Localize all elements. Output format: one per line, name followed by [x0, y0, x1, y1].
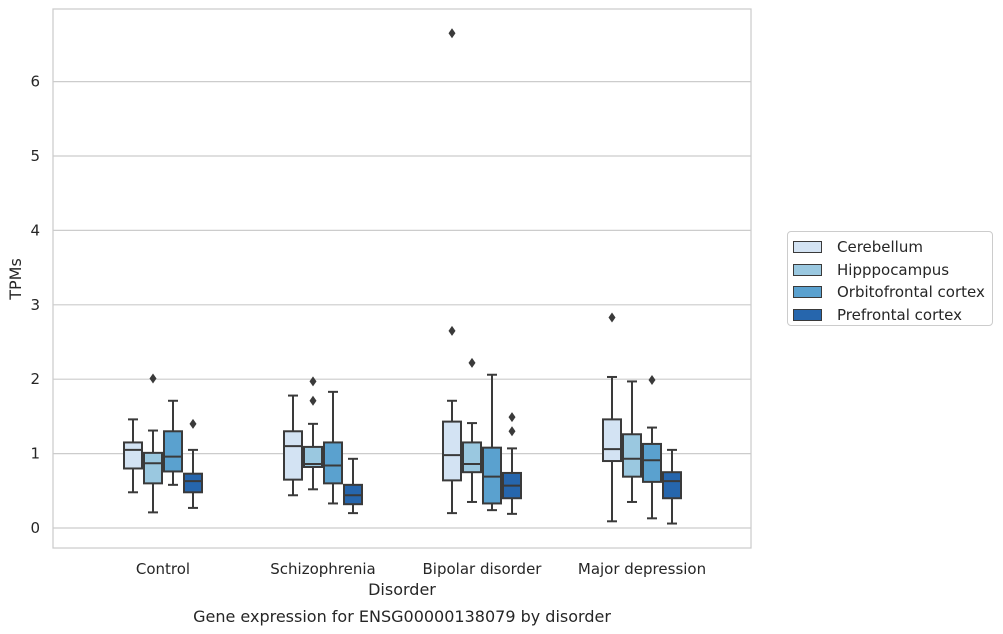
box-orbitofrontal-cortex — [642, 374, 662, 520]
outlier-point — [608, 312, 616, 323]
box-prefrontal-cortex — [502, 412, 522, 515]
x-axis-title: Disorder — [368, 580, 436, 599]
outlier-point — [448, 28, 456, 39]
y-axis-title: TPMs — [6, 258, 25, 301]
box-hipppocampus — [622, 380, 642, 503]
legend-item-cerebellum: Cerebellum — [793, 236, 992, 259]
box-iqr — [602, 418, 622, 463]
box-cerebellum — [283, 394, 303, 497]
box-iqr — [462, 441, 482, 474]
y-tick-label: 1 — [30, 445, 40, 463]
outlier-point — [648, 374, 656, 385]
box-hipppocampus — [143, 373, 163, 514]
box-iqr — [642, 442, 662, 483]
outlier-point — [468, 357, 476, 368]
box-iqr — [323, 441, 343, 485]
box-orbitofrontal-cortex — [163, 399, 183, 486]
y-tick-label: 5 — [30, 147, 40, 165]
box-iqr — [183, 472, 203, 494]
outlier-point — [508, 426, 516, 437]
legend-label: Cerebellum — [837, 238, 923, 257]
box-hipppocampus — [303, 376, 323, 491]
box-prefrontal-cortex — [343, 457, 363, 515]
legend-swatch — [793, 241, 822, 254]
outlier-point — [309, 395, 317, 406]
box-iqr — [662, 471, 682, 500]
y-tick-label: 6 — [30, 73, 40, 91]
legend-label: Prefrontal cortex — [837, 305, 962, 324]
x-tick-label: Major depression — [578, 560, 706, 578]
legend-swatch — [793, 286, 822, 299]
box-prefrontal-cortex — [662, 448, 682, 525]
outlier-point — [189, 418, 197, 429]
box-iqr — [283, 430, 303, 481]
legend-item-hippocampus: Hipppocampus — [793, 259, 992, 282]
box-iqr — [482, 446, 502, 505]
y-tick-label: 2 — [30, 370, 40, 388]
box-iqr — [163, 430, 183, 473]
box-orbitofrontal-cortex — [482, 373, 502, 512]
tick-labels: 0 1 2 3 4 5 6 Control Schizophrenia Bipolar disor… — [30, 73, 706, 578]
box-iqr — [303, 445, 323, 468]
box-prefrontal-cortex — [183, 418, 203, 509]
chart-caption: Gene expression for ENSG00000138079 by d… — [193, 607, 611, 626]
legend-item-prefrontal-cortex: Prefrontal cortex — [793, 304, 992, 327]
y-tick-label: 3 — [30, 296, 40, 314]
y-tick-label: 4 — [30, 221, 40, 239]
box-hipppocampus — [462, 357, 482, 503]
outlier-point — [508, 412, 516, 423]
x-tick-label: Schizophrenia — [270, 560, 375, 578]
x-tick-label: Control — [136, 560, 190, 578]
box-iqr — [622, 433, 642, 478]
box-cerebellum — [442, 28, 462, 515]
outlier-point — [149, 373, 157, 384]
y-tick-label: 0 — [30, 519, 40, 537]
x-tick-label: Bipolar disorder — [423, 560, 543, 578]
box-iqr — [442, 420, 462, 482]
box-cerebellum — [602, 312, 622, 523]
legend-label: Orbitofrontal cortex — [837, 283, 985, 302]
box-orbitofrontal-cortex — [323, 390, 343, 505]
box-iqr — [143, 451, 163, 485]
legend-swatch — [793, 308, 822, 321]
legend: Cerebellum Hipppocampus Orbitofrontal co… — [787, 231, 993, 326]
outlier-point — [309, 376, 317, 387]
outlier-point — [448, 325, 456, 336]
box-iqr — [123, 441, 143, 470]
boxes — [123, 28, 682, 525]
box-cerebellum — [123, 418, 143, 494]
legend-label: Hipppocampus — [837, 260, 950, 279]
legend-item-orbitofrontal-cortex: Orbitofrontal cortex — [793, 281, 992, 304]
legend-swatch — [793, 263, 822, 276]
